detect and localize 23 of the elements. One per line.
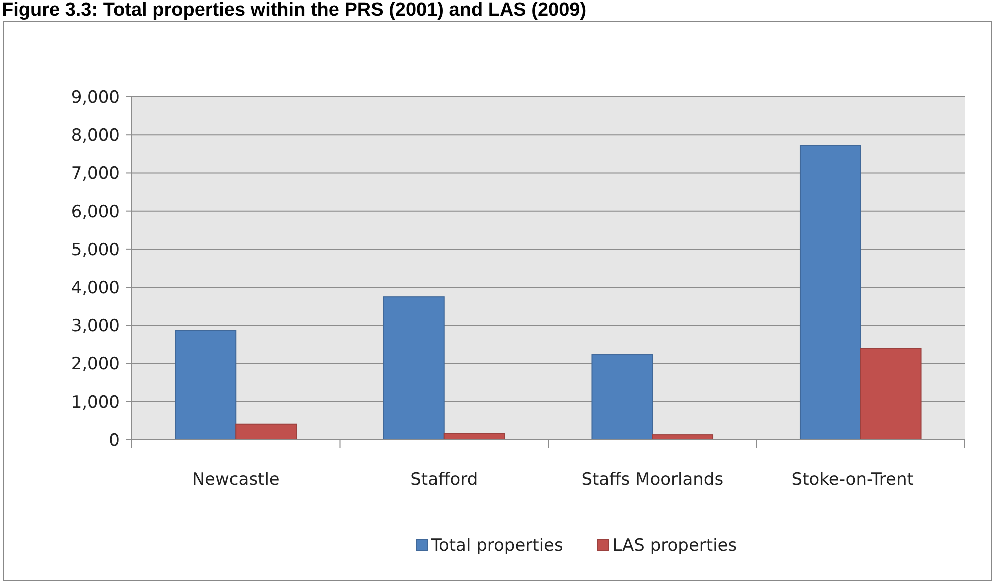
legend-label: LAS properties: [612, 536, 738, 556]
y-tick-label: 4,000: [71, 278, 120, 299]
y-tick-label: 0: [109, 430, 120, 451]
y-tick-label: 5,000: [71, 240, 120, 260]
y-tick-label: 2,000: [71, 354, 120, 375]
y-tick-label: 1,000: [71, 392, 120, 413]
bar: [383, 296, 445, 440]
y-tick-label: 9,000: [71, 88, 120, 108]
x-tick-label: Staffs Moorlands: [582, 470, 724, 490]
bar: [236, 424, 298, 440]
chart-title: Figure 3.3: Total properties within the PRS (2001) and LAS (2009): [2, 0, 587, 21]
legend-label: Total properties: [430, 536, 564, 556]
x-tick-label: Newcastle: [192, 470, 280, 490]
x-tick-label: Stoke-on-Trent: [792, 470, 914, 490]
bar: [175, 330, 237, 440]
y-tick-label: 3,000: [71, 316, 120, 337]
bar: [592, 354, 654, 440]
bar: [800, 145, 862, 440]
y-tick-label: 8,000: [71, 126, 120, 146]
x-tick-label: Stafford: [410, 470, 478, 490]
y-tick-label: 7,000: [71, 164, 120, 184]
bar: [860, 348, 922, 440]
y-tick-label: 6,000: [71, 202, 120, 222]
